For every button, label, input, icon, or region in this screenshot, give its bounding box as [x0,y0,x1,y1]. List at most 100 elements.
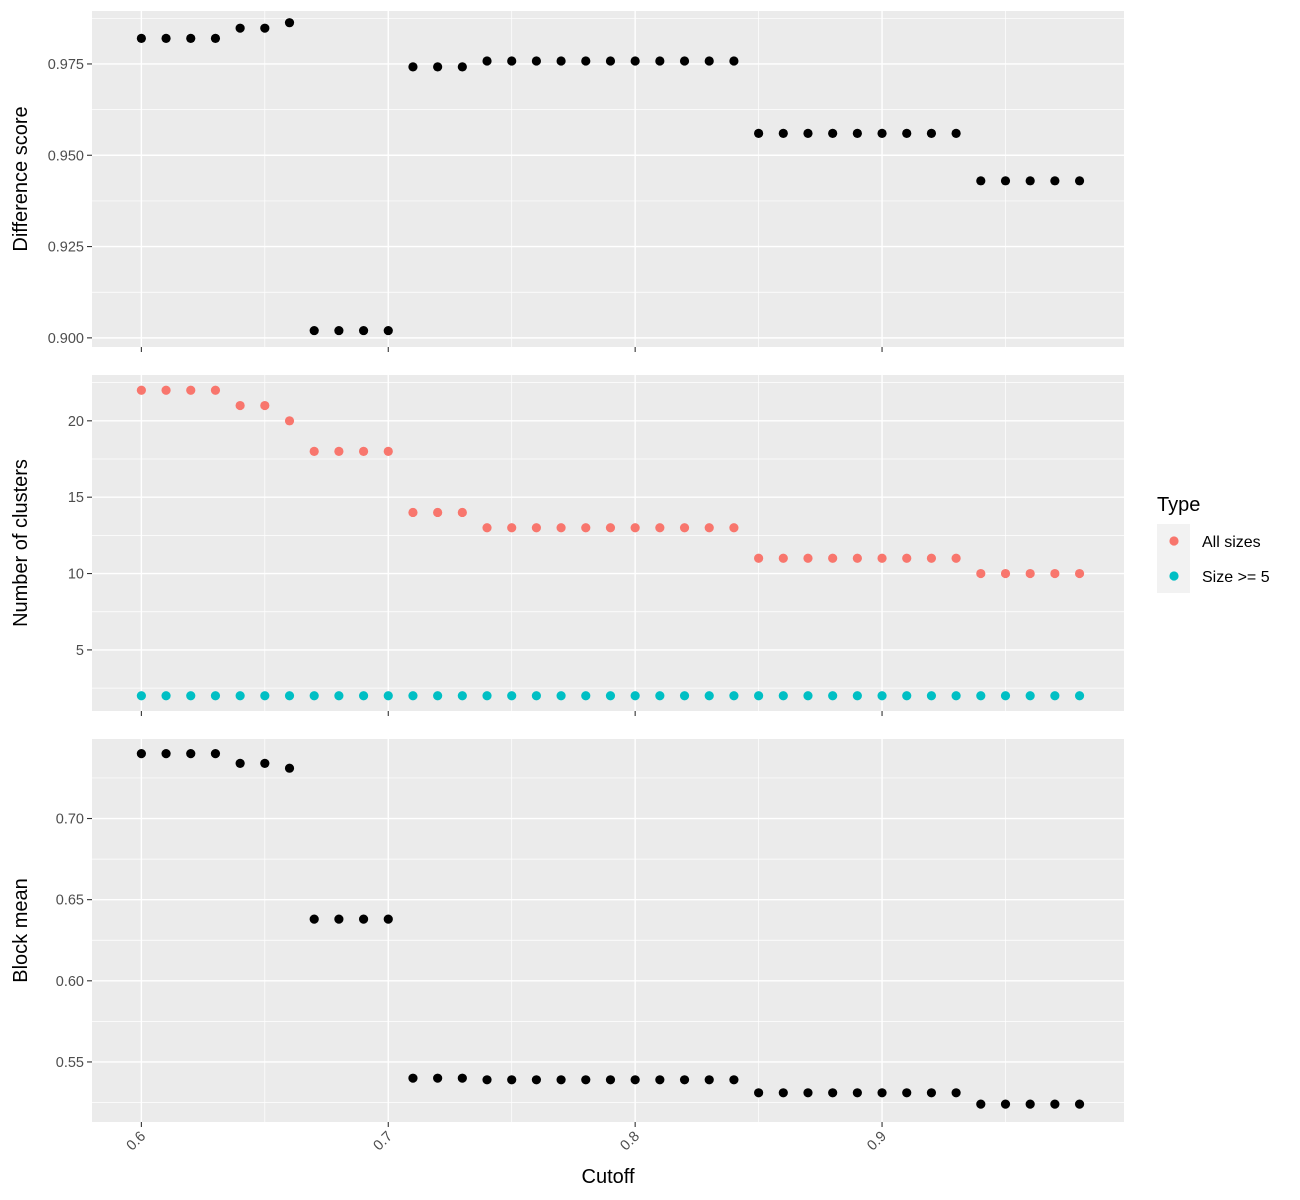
data-point [433,691,443,701]
data-point [284,18,295,28]
y-tick-label: 0.70 [56,812,84,828]
data-point [729,56,739,66]
data-point [1025,176,1035,186]
data-point [951,691,961,701]
data-point [828,1088,838,1098]
data-point [655,56,665,66]
data-point [1074,1099,1085,1109]
data-point [754,553,764,563]
data-point [828,691,838,701]
data-point [976,691,986,701]
data-point [556,691,566,701]
data-point [581,691,591,701]
y-tick-label: 0.55 [56,1055,84,1071]
data-point [482,56,492,66]
data-point [457,691,467,701]
x-axis-title: Cutoff [582,1166,635,1188]
y-tick-label: 0.900 [48,331,84,347]
data-point [309,914,319,924]
data-point [186,385,196,395]
data-point [655,691,665,701]
data-point [531,691,542,701]
data-point [507,523,517,533]
panel-background [92,375,1124,711]
data-point [704,1075,714,1085]
data-point [383,446,393,456]
y-tick-label: 20 [68,414,84,430]
y-tick-label: 0.975 [48,57,84,73]
data-point [778,691,788,701]
data-point [926,553,937,563]
series-size-5 [136,691,1085,701]
x-tick-label: 0.8 [617,1129,643,1155]
data-point [778,1088,788,1098]
y-axis-title: Block mean [10,878,32,983]
data-point [235,691,245,701]
data-point [704,523,714,533]
data-point [778,128,788,138]
data-point [605,1075,616,1085]
data-point [1025,691,1035,701]
data-point [235,400,245,411]
data-point [828,128,838,138]
data-point [679,691,690,701]
data-point [1000,1099,1011,1109]
data-point [408,507,418,518]
data-point [852,1088,862,1098]
data-point [877,691,887,701]
data-point [186,749,196,759]
data-point [902,691,912,701]
data-point [309,325,319,336]
data-point [482,691,492,701]
data-point [334,691,344,701]
data-point [457,507,467,518]
data-point [260,691,270,701]
data-point [408,62,418,72]
panel-2: 5 10 15 20 Number of clusters [10,375,1124,716]
y-tick-label: 10 [68,567,84,583]
legend-label: Size >= 5 [1202,569,1270,586]
data-point [754,1088,764,1098]
data-point [655,1075,665,1085]
data-point [556,523,566,533]
data-point [531,1075,542,1085]
data-point [161,749,171,759]
data-point [210,749,221,759]
data-point [630,691,640,701]
panel-background [92,739,1124,1122]
series-points [136,749,1085,1109]
data-point [976,176,986,186]
data-point [778,553,788,563]
data-point [507,1075,517,1085]
data-point [433,1073,443,1083]
data-point [457,62,467,72]
chart-panels: 0.900 0.925 0.950 0.975 Difference score 5 10 1… [10,11,1124,1154]
y-tick-label: 15 [68,490,84,506]
legend-title: Type [1157,494,1200,516]
y-axis-title: Number of clusters [10,459,32,627]
data-point [852,128,862,138]
data-point [161,691,171,701]
y-tick-label: 0.950 [48,148,84,164]
data-point [531,523,542,533]
data-point [358,446,369,456]
data-point [284,691,295,701]
data-point [754,691,764,701]
data-point [383,914,393,924]
data-point [186,691,196,701]
data-point [482,1075,492,1085]
data-point [581,56,591,66]
data-point [630,1075,640,1085]
data-point [433,62,443,72]
data-point [1000,568,1011,579]
data-point [433,507,443,518]
data-point [754,128,764,138]
data-point [358,914,369,924]
data-point [309,446,319,456]
legend-key [1169,536,1179,546]
panel-background [92,11,1124,347]
data-point [729,691,739,701]
data-point [729,1075,739,1085]
data-point [704,691,714,701]
data-point [1074,176,1085,186]
